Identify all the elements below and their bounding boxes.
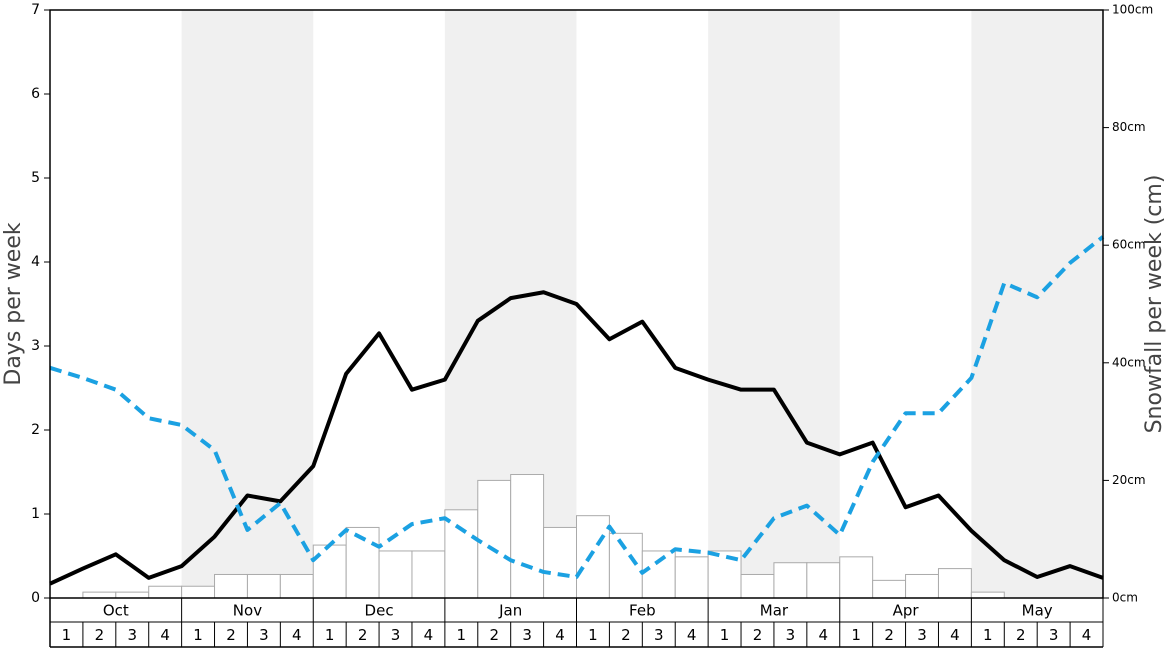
week-label: 3 bbox=[1049, 626, 1059, 644]
week-label: 1 bbox=[588, 626, 598, 644]
y2-tick-label: 80cm bbox=[1112, 120, 1146, 134]
y2-axis-title: Snowfall per week (cm) bbox=[1142, 175, 1167, 434]
bar bbox=[970, 591, 1005, 599]
y2-tick-label: 60cm bbox=[1112, 238, 1146, 252]
month-label: Dec bbox=[365, 602, 394, 620]
y-tick-label: 5 bbox=[31, 170, 40, 186]
week-label: 2 bbox=[621, 626, 631, 644]
bar bbox=[740, 573, 775, 599]
bar bbox=[674, 556, 709, 599]
week-label: 3 bbox=[522, 626, 532, 644]
y-tick-label: 7 bbox=[31, 2, 40, 18]
y-axis-title: Days per week bbox=[1, 222, 26, 385]
week-label: 3 bbox=[391, 626, 401, 644]
y2-tick-label: 20cm bbox=[1112, 473, 1146, 487]
y2-tick-label: 0cm bbox=[1112, 591, 1138, 605]
y-tick-label: 0 bbox=[31, 590, 40, 606]
week-label: 2 bbox=[226, 626, 236, 644]
week-label: 1 bbox=[720, 626, 730, 644]
bar bbox=[773, 562, 808, 599]
y-tick-label: 2 bbox=[31, 422, 40, 438]
bar bbox=[82, 591, 117, 599]
month-label: Apr bbox=[893, 602, 920, 620]
month-band bbox=[971, 10, 1103, 598]
week-label: 4 bbox=[1082, 626, 1092, 644]
month-band bbox=[181, 10, 314, 598]
week-label: 1 bbox=[851, 626, 861, 644]
bar bbox=[905, 573, 939, 599]
bar bbox=[608, 532, 643, 599]
month-label: Mar bbox=[760, 602, 789, 620]
week-label: 3 bbox=[127, 626, 137, 644]
month-label: Feb bbox=[629, 602, 656, 620]
week-label: 1 bbox=[983, 626, 993, 644]
week-label: 4 bbox=[160, 626, 170, 644]
week-label: 4 bbox=[687, 626, 697, 644]
bar bbox=[477, 479, 512, 599]
y2-tick-label: 40cm bbox=[1112, 355, 1146, 369]
month-label: May bbox=[1022, 602, 1053, 620]
week-label: 2 bbox=[753, 626, 763, 644]
bar bbox=[411, 550, 446, 599]
week-label: 4 bbox=[424, 626, 434, 644]
bar bbox=[543, 526, 577, 599]
week-label: 1 bbox=[193, 626, 203, 644]
bar bbox=[148, 585, 183, 599]
y-tick-label: 3 bbox=[31, 338, 40, 354]
week-label: 3 bbox=[786, 626, 796, 644]
bar bbox=[378, 550, 413, 599]
bar bbox=[279, 573, 314, 599]
week-label: 3 bbox=[259, 626, 269, 644]
week-label: 2 bbox=[1016, 626, 1026, 644]
bar bbox=[246, 573, 281, 599]
week-label: 2 bbox=[884, 626, 894, 644]
bar bbox=[576, 515, 610, 599]
bar bbox=[444, 509, 479, 599]
month-label: Nov bbox=[233, 602, 262, 620]
week-label: 4 bbox=[819, 626, 829, 644]
week-label: 1 bbox=[325, 626, 335, 644]
bar bbox=[641, 550, 676, 599]
bar bbox=[872, 579, 907, 599]
month-label: Jan bbox=[498, 602, 522, 620]
week-label: 4 bbox=[292, 626, 302, 644]
week-label: 4 bbox=[950, 626, 960, 644]
bar bbox=[181, 585, 216, 599]
week-label: 2 bbox=[358, 626, 368, 644]
line-series bbox=[49, 235, 1105, 579]
week-label: 1 bbox=[62, 626, 72, 644]
week-label: 1 bbox=[457, 626, 467, 644]
week-label: 2 bbox=[489, 626, 499, 644]
line-series bbox=[49, 290, 1104, 586]
month-band bbox=[708, 10, 840, 598]
bar bbox=[115, 591, 150, 599]
month-label: Oct bbox=[103, 602, 129, 620]
y-tick-label: 6 bbox=[31, 86, 40, 102]
bar bbox=[806, 562, 841, 599]
week-label: 3 bbox=[654, 626, 664, 644]
week-label: 4 bbox=[555, 626, 565, 644]
bar bbox=[510, 474, 545, 599]
bar bbox=[214, 573, 248, 599]
week-label: 3 bbox=[917, 626, 927, 644]
week-label: 2 bbox=[95, 626, 105, 644]
bar bbox=[839, 556, 874, 599]
bar bbox=[937, 568, 972, 599]
y-tick-label: 4 bbox=[31, 254, 40, 270]
y-tick-label: 1 bbox=[31, 506, 40, 522]
y2-tick-label: 100cm bbox=[1112, 3, 1153, 17]
